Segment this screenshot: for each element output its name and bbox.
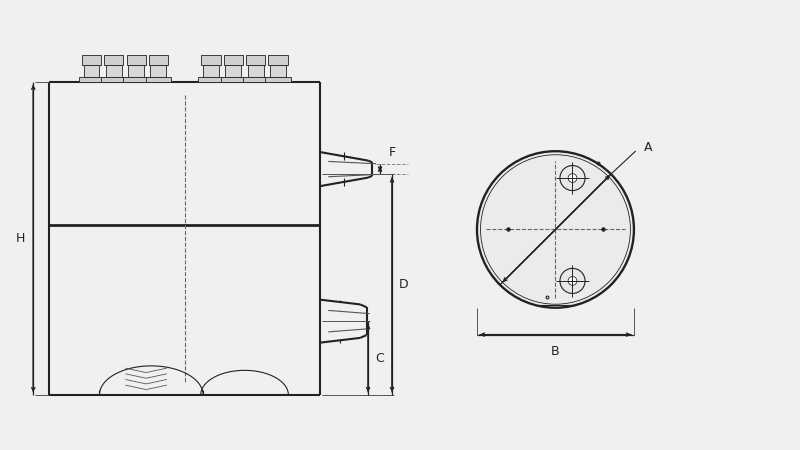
Bar (226, 65, 242, 77)
Text: C: C (376, 351, 385, 364)
Ellipse shape (481, 155, 630, 304)
Bar (104, 55, 123, 65)
Bar (126, 55, 146, 65)
Ellipse shape (560, 268, 585, 293)
Ellipse shape (568, 174, 577, 182)
Bar (248, 65, 264, 77)
Bar (243, 77, 269, 82)
Bar (202, 55, 221, 65)
Bar (224, 55, 243, 65)
Text: B: B (551, 345, 560, 358)
Bar (128, 65, 144, 77)
Text: H: H (16, 232, 26, 245)
Bar (146, 77, 171, 82)
Bar (246, 55, 266, 65)
Bar (106, 65, 122, 77)
Bar (266, 77, 290, 82)
Bar (198, 77, 224, 82)
Bar (101, 77, 126, 82)
Bar (82, 55, 101, 65)
Bar (221, 77, 246, 82)
Bar (123, 77, 149, 82)
Ellipse shape (568, 276, 577, 285)
Bar (150, 65, 166, 77)
Text: F: F (389, 146, 395, 159)
Bar (149, 55, 168, 65)
Bar (203, 65, 219, 77)
Bar (270, 65, 286, 77)
Bar (78, 77, 104, 82)
Bar (269, 55, 287, 65)
Ellipse shape (560, 166, 585, 190)
Text: A: A (644, 141, 652, 154)
Bar (83, 65, 99, 77)
Text: D: D (399, 278, 409, 291)
Ellipse shape (477, 151, 634, 308)
